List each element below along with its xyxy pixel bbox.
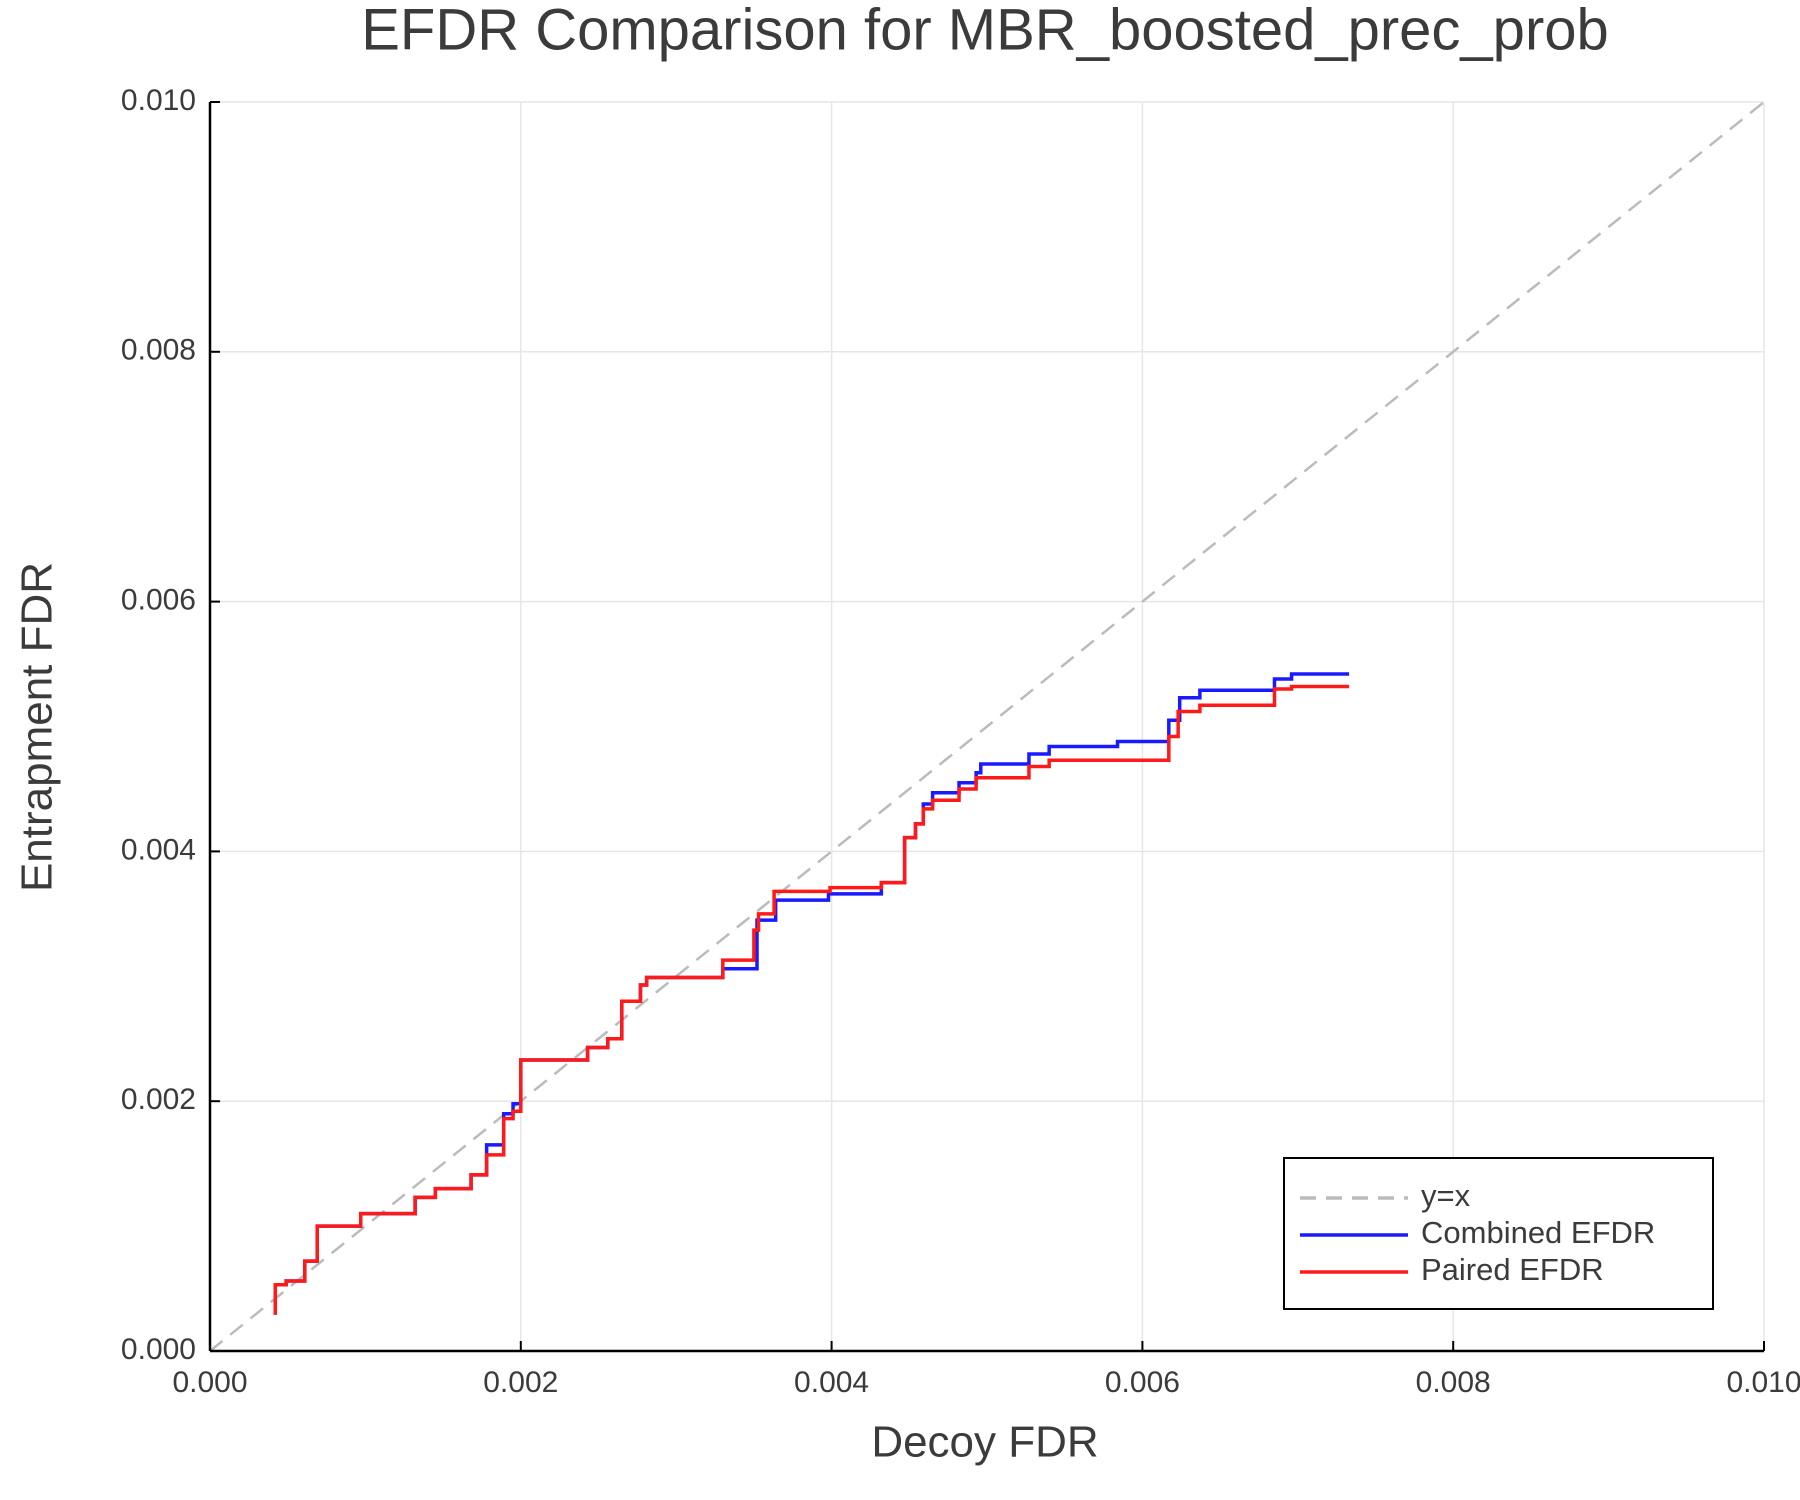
x-tick-label: 0.008 [1416,1366,1491,1399]
y-tick-label: 0.008 [121,334,196,367]
y-tick-label: 0.000 [121,1333,196,1366]
y-tick-label: 0.010 [121,84,196,117]
x-tick-label: 0.002 [483,1366,558,1399]
y-tick-label: 0.004 [121,833,196,866]
legend-label: y=x [1421,1178,1471,1213]
y-tick-label: 0.006 [121,584,196,617]
x-tick-label: 0.010 [1726,1366,1800,1399]
reference-line [209,101,1765,1352]
x-tick-label: 0.004 [794,1366,869,1399]
x-tick-label: 0.006 [1105,1366,1180,1399]
y-axis-label: Entrapment FDR [13,562,62,892]
legend-label: Combined EFDR [1421,1215,1655,1250]
data-line [273,672,1350,1315]
x-tick-label: 0.000 [172,1366,247,1399]
x-axis-label: Decoy FDR [871,1418,1098,1467]
y-tick-label: 0.002 [121,1083,196,1116]
chart-title: EFDR Comparison for MBR_boosted_prec_pro… [361,0,1609,62]
data-line [273,684,1350,1315]
legend-label: Paired EFDR [1421,1252,1604,1287]
